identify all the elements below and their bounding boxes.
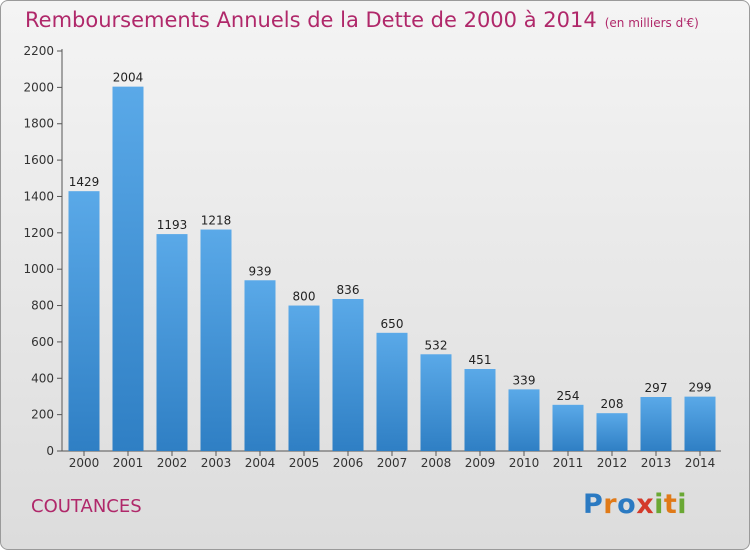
- bar: [200, 229, 232, 451]
- bar-value-label: 1193: [157, 218, 188, 232]
- bar-value-label: 939: [249, 264, 272, 278]
- bar-value-label: 800: [293, 290, 316, 304]
- bar: [552, 404, 584, 451]
- chart-title-text: Remboursements Annuels de la Dette de 20…: [25, 8, 597, 32]
- x-tick-label: 2001: [113, 456, 144, 470]
- y-tick-label: 600: [31, 335, 54, 349]
- bar: [288, 305, 320, 451]
- chart-subtitle: (en milliers d'€): [604, 16, 699, 30]
- bar: [684, 396, 716, 451]
- bar-value-label: 297: [645, 381, 668, 395]
- chart-axes: 0 200 400 600 800 1000 1200 1400 1600 1800 2000 220…: [23, 44, 721, 470]
- bar-value-label: 1429: [69, 175, 100, 189]
- y-tick-label: 1000: [23, 262, 54, 276]
- bar: [640, 397, 672, 451]
- x-tick-label: 2004: [245, 456, 276, 470]
- bar: [244, 280, 276, 451]
- x-tick-label: 2013: [641, 456, 672, 470]
- x-tick-label: 2003: [201, 456, 232, 470]
- y-tick-label: 200: [31, 408, 54, 422]
- bar: [596, 413, 628, 451]
- bar-value-label: 2004: [113, 71, 144, 85]
- y-tick-label: 0: [46, 444, 54, 458]
- y-tick-label: 1800: [23, 117, 54, 131]
- x-tick-label: 2007: [377, 456, 408, 470]
- city-name: COUTANCES: [31, 496, 142, 517]
- bar: [68, 191, 100, 451]
- y-tick-label: 800: [31, 299, 54, 313]
- bar-value-label: 299: [689, 381, 712, 395]
- chart-data-labels: 1429 2004 1193 1218 939 800 836 650 532 451 339 254…: [69, 71, 712, 412]
- bar-value-label: 451: [469, 353, 492, 367]
- y-tick-label: 2000: [23, 80, 54, 94]
- chart-title: Remboursements Annuels de la Dette de 20…: [25, 8, 699, 32]
- x-tick-label: 2010: [509, 456, 540, 470]
- bar: [420, 354, 452, 451]
- bar-value-label: 1218: [201, 214, 232, 228]
- y-tick-label: 400: [31, 371, 54, 385]
- proxiti-logo: Proxiti: [583, 489, 688, 520]
- bar: [508, 389, 540, 451]
- y-tick-label: 1600: [23, 153, 54, 167]
- y-tick-label: 1200: [23, 226, 54, 240]
- bar: [112, 86, 144, 452]
- x-tick-label: 2014: [685, 456, 716, 470]
- x-tick-label: 2009: [465, 456, 496, 470]
- bar: [156, 234, 188, 451]
- x-tick-label: 2006: [333, 456, 364, 470]
- bar: [332, 299, 364, 451]
- bar-value-label: 836: [337, 283, 360, 297]
- bar-value-label: 532: [425, 338, 448, 352]
- x-tick-label: 2011: [553, 456, 584, 470]
- bar: [464, 369, 496, 451]
- x-tick-label: 2000: [69, 456, 100, 470]
- chart-bars: [68, 86, 716, 452]
- x-tick-label: 2012: [597, 456, 628, 470]
- bar: [376, 332, 408, 451]
- y-tick-label: 2200: [23, 44, 54, 58]
- bar-value-label: 339: [513, 373, 536, 387]
- x-tick-label: 2005: [289, 456, 320, 470]
- bar-value-label: 208: [601, 397, 624, 411]
- bar-value-label: 650: [381, 317, 404, 331]
- y-tick-label: 1400: [23, 189, 54, 203]
- x-tick-label: 2002: [157, 456, 188, 470]
- bar-value-label: 254: [557, 389, 580, 403]
- x-tick-label: 2008: [421, 456, 452, 470]
